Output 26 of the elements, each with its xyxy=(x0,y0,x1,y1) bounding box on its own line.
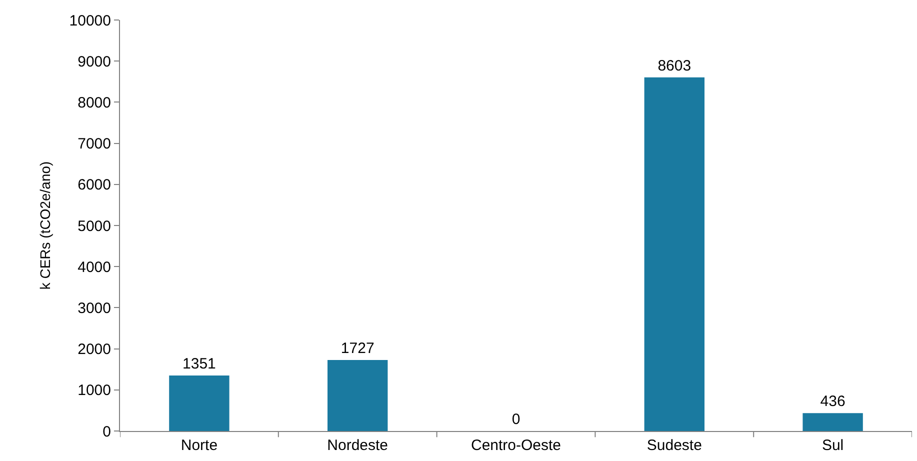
y-tick-label: 0 xyxy=(102,423,111,440)
x-tick-label: Sul xyxy=(822,437,844,454)
data-label: 8603 xyxy=(658,57,692,74)
data-label: 1727 xyxy=(340,340,374,358)
bar xyxy=(328,360,388,431)
bar xyxy=(644,77,704,431)
data-label: 0 xyxy=(512,411,520,428)
y-tick-label: 4000 xyxy=(78,258,111,276)
y-tick-label: 1000 xyxy=(78,382,111,400)
x-tick-label: Sudeste xyxy=(646,437,702,454)
x-tick-label: Norte xyxy=(180,437,218,454)
y-tick-label: 8000 xyxy=(78,94,111,112)
bar xyxy=(802,413,863,431)
data-label: 1351 xyxy=(182,355,216,372)
y-axis-title: k CERs (tCO2e/ano) xyxy=(36,161,53,290)
data-label: 436 xyxy=(820,393,846,410)
y-tick-label: 9000 xyxy=(78,53,111,70)
x-tick-label: Nordeste xyxy=(327,437,388,454)
y-tick-label: 3000 xyxy=(78,300,111,317)
y-tick-label: 10000 xyxy=(69,12,111,30)
y-tick-label: 7000 xyxy=(78,136,111,153)
y-tick-label: 2000 xyxy=(78,341,111,358)
bar xyxy=(169,375,230,431)
x-tick-label: Centro-Oeste xyxy=(470,437,562,454)
y-tick-label: 5000 xyxy=(78,218,111,235)
y-tick-label: 6000 xyxy=(78,176,111,194)
